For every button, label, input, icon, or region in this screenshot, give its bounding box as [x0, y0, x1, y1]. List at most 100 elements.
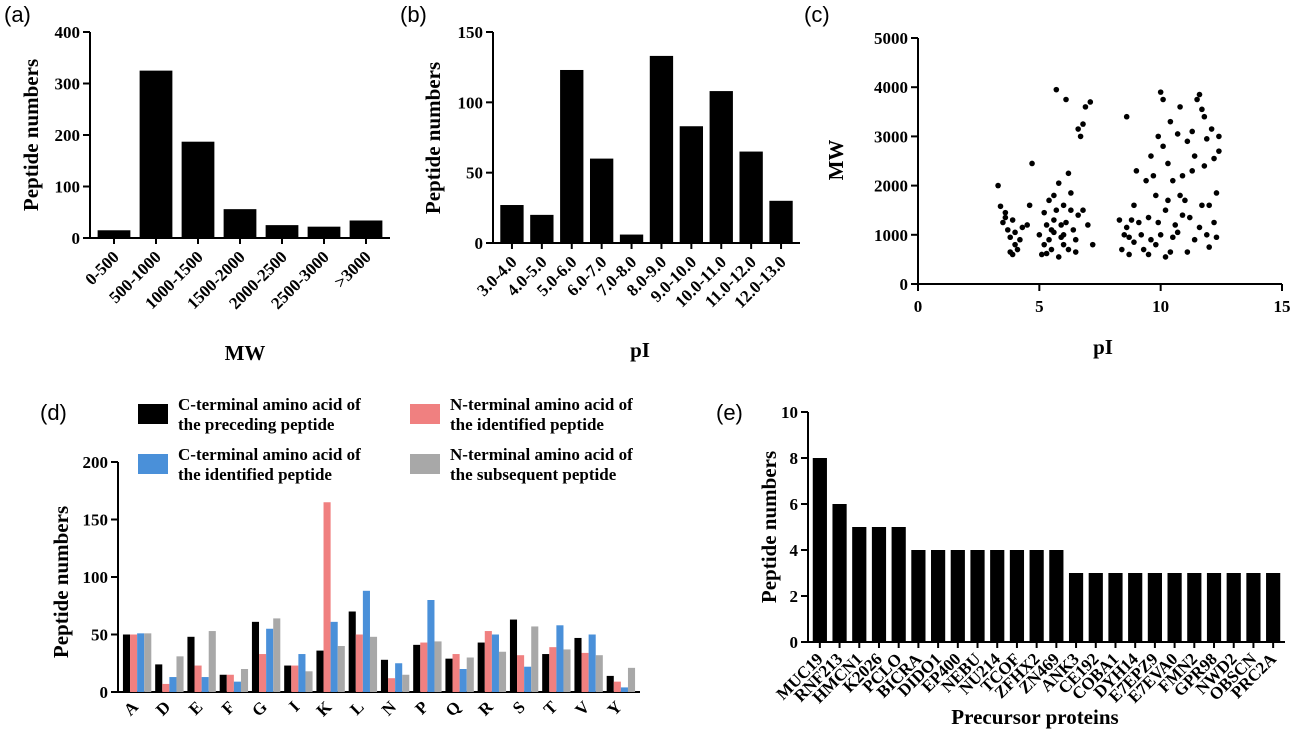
bar	[348, 611, 356, 692]
data-point	[1063, 96, 1069, 103]
bar	[1009, 550, 1025, 642]
bar	[606, 675, 614, 692]
y-axis-title: Peptide numbers	[757, 451, 781, 603]
bar	[1029, 550, 1044, 642]
bar	[233, 681, 241, 692]
data-point	[1051, 217, 1057, 223]
bar	[588, 634, 596, 692]
bar	[769, 200, 793, 243]
data-point	[1123, 224, 1130, 231]
data-point	[1133, 168, 1140, 174]
x-axis-title: Precursor proteins	[951, 705, 1118, 729]
data-point	[1087, 99, 1094, 105]
data-point	[1153, 241, 1159, 248]
data-point	[1174, 229, 1181, 236]
data-point	[1208, 126, 1215, 132]
y-axis-title: MW	[824, 140, 848, 181]
bar	[307, 226, 341, 238]
data-point	[1126, 234, 1132, 241]
x-tick-label: I	[285, 697, 303, 715]
bar	[891, 527, 906, 642]
data-point	[1007, 234, 1014, 241]
data-point	[1041, 209, 1047, 216]
bar	[950, 550, 965, 642]
data-point	[1072, 249, 1079, 255]
bar	[201, 677, 209, 692]
y-tick-label: 4	[790, 541, 799, 560]
panel-label-e: (e)	[716, 400, 743, 425]
panel-label-a: (a)	[4, 2, 31, 27]
data-point	[1213, 234, 1220, 241]
y-tick-label: 1000	[874, 226, 908, 245]
bar	[574, 637, 582, 692]
bar	[413, 644, 421, 692]
y-tick-label: 150	[83, 511, 109, 530]
legend-label: N-terminal amino acid of	[450, 395, 633, 414]
bar	[970, 550, 985, 642]
data-point	[1068, 190, 1074, 196]
y-tick-label: 300	[55, 75, 81, 94]
data-point	[1203, 232, 1210, 238]
y-tick-label: 0	[790, 633, 799, 652]
bar	[305, 671, 313, 692]
bar	[1187, 573, 1202, 642]
data-point	[1196, 91, 1203, 98]
bar	[1128, 573, 1143, 642]
bar	[595, 655, 603, 692]
data-point	[1121, 232, 1128, 238]
bar	[1108, 573, 1123, 642]
data-point	[1189, 128, 1196, 135]
bar	[388, 678, 396, 692]
y-tick-label: 2	[790, 587, 799, 606]
data-point	[1000, 219, 1006, 226]
bar	[266, 628, 274, 692]
data-point	[1213, 190, 1220, 196]
data-point	[1089, 241, 1096, 248]
bar	[1049, 550, 1064, 642]
bar	[549, 647, 557, 692]
data-point	[1162, 254, 1169, 260]
bar	[226, 674, 234, 692]
data-point	[995, 182, 1001, 189]
bar	[509, 619, 518, 692]
data-point	[1145, 214, 1152, 221]
bar	[273, 618, 281, 692]
data-point	[1186, 214, 1193, 221]
bar	[208, 631, 216, 692]
data-point	[1174, 131, 1181, 137]
data-point	[1043, 250, 1050, 257]
bar	[162, 683, 170, 692]
data-point	[1002, 214, 1009, 221]
x-tick-label: R	[475, 697, 498, 720]
bar	[709, 91, 733, 243]
data-point	[1041, 241, 1047, 248]
bar	[380, 659, 389, 692]
data-point	[1143, 177, 1149, 184]
legend-label: C-terminal amino acid of	[178, 445, 361, 464]
bar	[445, 658, 453, 692]
bar	[349, 220, 383, 238]
data-point	[1126, 251, 1132, 258]
y-tick-label: 50	[91, 626, 108, 645]
data-point	[1119, 246, 1125, 253]
bar	[330, 621, 338, 692]
bar	[812, 458, 827, 642]
data-point	[1051, 229, 1057, 236]
bar	[355, 634, 363, 692]
y-tick-label: 150	[458, 23, 484, 42]
x-tick-label: E	[185, 697, 206, 718]
data-point	[1053, 207, 1060, 213]
data-point	[1194, 96, 1200, 103]
data-point	[1131, 202, 1137, 209]
panel-label-d: (d)	[40, 400, 67, 425]
bar	[369, 636, 378, 692]
bar	[1147, 573, 1162, 642]
data-point	[1157, 89, 1164, 95]
data-point	[1080, 121, 1086, 127]
bar	[194, 665, 202, 692]
panel-a: (a) Peptide numbers MW 01002003004000-50…	[4, 2, 390, 365]
bar	[517, 655, 525, 692]
data-point	[1009, 217, 1016, 223]
legend-label: N-terminal amino acid of	[450, 445, 633, 464]
data-point	[1058, 222, 1064, 228]
